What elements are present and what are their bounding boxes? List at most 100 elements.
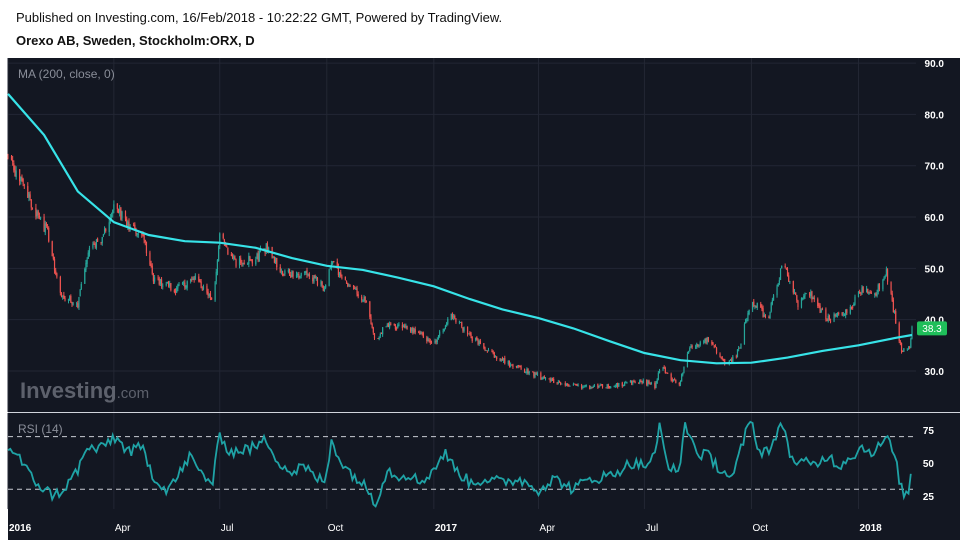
- candle-body: [235, 259, 237, 267]
- rsi-indicator-label[interactable]: RSI (14): [18, 422, 63, 436]
- candle-body: [292, 271, 294, 277]
- time-axis-tick: Jul: [221, 523, 234, 534]
- price-axis-tick: 50.0: [925, 264, 945, 275]
- candle-body: [735, 356, 737, 358]
- candle-body: [446, 323, 448, 326]
- candle-body: [283, 274, 285, 276]
- candle-body: [141, 233, 143, 235]
- candle-body: [501, 358, 504, 361]
- candle-body: [272, 256, 274, 258]
- candle-body: [854, 296, 856, 305]
- candle-body: [541, 379, 543, 380]
- candle-body: [385, 326, 387, 328]
- candle-body: [341, 277, 343, 279]
- candle-body: [732, 356, 734, 363]
- candle-body: [891, 293, 893, 301]
- candle-body: [126, 218, 128, 227]
- candle-body: [890, 282, 892, 294]
- candle-body: [356, 288, 358, 295]
- candle-body: [535, 373, 537, 375]
- candle-body: [378, 336, 380, 340]
- candle-body: [437, 335, 440, 340]
- candle-body: [610, 386, 612, 389]
- ma-indicator-label[interactable]: MA (200, close, 0): [18, 67, 115, 81]
- candle-body: [633, 381, 635, 383]
- candle-body: [821, 309, 824, 311]
- candle-body: [903, 348, 905, 352]
- candle-body: [142, 234, 144, 235]
- candle-body: [336, 261, 338, 268]
- candle-body: [315, 277, 317, 279]
- candle-body: [397, 325, 399, 329]
- candle-body: [825, 309, 827, 320]
- candle-body: [159, 279, 162, 284]
- candle-body: [694, 346, 697, 348]
- candle-body: [842, 314, 844, 316]
- candle-body: [428, 339, 430, 342]
- candle-body: [93, 242, 95, 244]
- candle-body: [512, 364, 514, 367]
- candle-body: [523, 368, 526, 373]
- candle-body: [413, 329, 415, 333]
- candle-body: [133, 225, 135, 227]
- last-price-box: [917, 321, 947, 336]
- candle-body: [504, 357, 506, 364]
- candle-body: [362, 299, 364, 301]
- candle-body: [402, 325, 405, 328]
- candle-body: [470, 333, 472, 338]
- candle-body: [752, 302, 754, 310]
- candle-body: [593, 384, 595, 387]
- candle-body: [884, 275, 886, 277]
- price-axis-tick: 40.0: [925, 316, 945, 327]
- candle-body: [429, 340, 431, 343]
- candle-body: [238, 258, 241, 266]
- candle-body: [19, 169, 21, 182]
- candle-body: [30, 199, 32, 208]
- candle-body: [499, 358, 501, 361]
- candle-body: [176, 287, 178, 293]
- candle-body: [648, 380, 650, 384]
- candle-body: [202, 286, 205, 289]
- candle-body: [496, 356, 498, 360]
- candle-body: [902, 350, 904, 352]
- candle-body: [241, 263, 243, 265]
- candle-body: [598, 385, 600, 388]
- candle-body: [629, 380, 632, 383]
- candle-body: [867, 289, 869, 294]
- candle-body: [583, 386, 585, 388]
- candle-body: [124, 211, 127, 220]
- candle-body: [688, 351, 690, 354]
- candle-body: [77, 303, 79, 308]
- candle-body: [469, 332, 471, 334]
- candle-body: [298, 273, 300, 278]
- candle-body: [48, 227, 50, 242]
- candle-body: [71, 302, 73, 305]
- candle-body: [157, 277, 159, 279]
- candle-body: [591, 387, 593, 389]
- candle-body: [69, 296, 71, 300]
- candle-body: [699, 342, 701, 346]
- candle-body: [463, 327, 465, 331]
- candle-body: [736, 349, 739, 358]
- candle-body: [265, 243, 267, 252]
- candle-body: [548, 378, 550, 380]
- candle-body: [183, 282, 185, 284]
- candle-body: [781, 265, 783, 269]
- candle-body: [511, 364, 513, 366]
- candle-body: [533, 371, 535, 377]
- candle-body: [600, 384, 602, 386]
- candle-body: [55, 270, 57, 274]
- candle-body: [7, 156, 9, 158]
- candle-body: [615, 383, 618, 386]
- candle-body: [468, 333, 470, 335]
- candle-body: [771, 299, 773, 304]
- candle-body: [519, 366, 521, 368]
- candle-body: [703, 341, 705, 343]
- candle-body: [572, 384, 575, 386]
- candle-body: [789, 281, 791, 283]
- candle-body: [640, 380, 642, 383]
- candle-body: [162, 285, 164, 287]
- candle-body: [305, 271, 307, 274]
- candle-body: [45, 222, 47, 226]
